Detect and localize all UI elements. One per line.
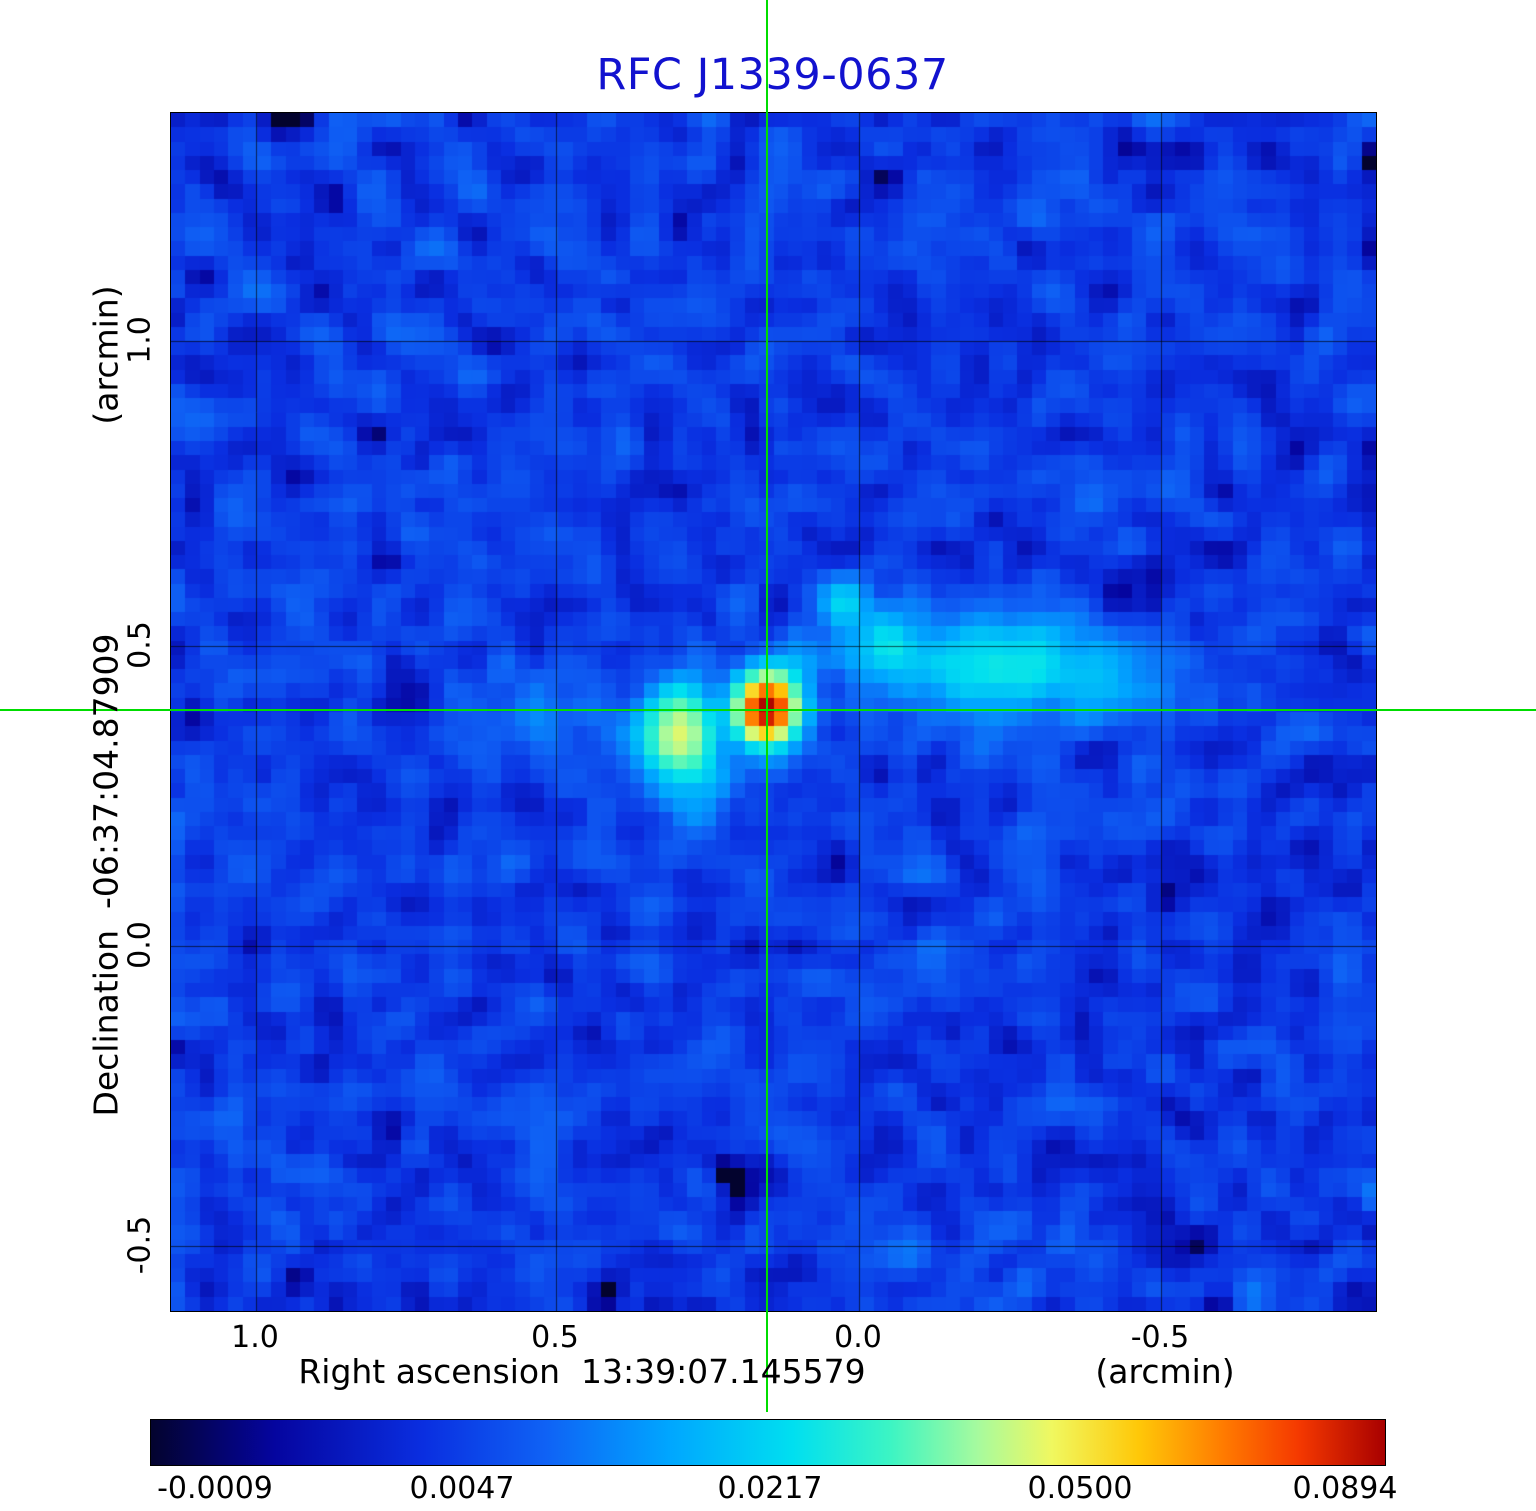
plot-title: RFC J1339-0637 [596,50,949,100]
y-tick-label: 0.5 [122,621,158,669]
sky-map-canvas [171,113,1376,1311]
x-tick-label: 0.5 [531,1320,579,1355]
x-axis-unit-label: (arcmin) [1095,1352,1235,1391]
y-tick-label: 1.0 [122,316,158,364]
y-axis-label: Declination -06:37:04.87909 [86,633,126,1117]
colorbar-tick-label: 0.0217 [717,1471,823,1506]
colorbar-tick-label: -0.0009 [157,1471,273,1506]
x-tick-label: 1.0 [231,1320,279,1355]
colorbar-tick-label: 0.0047 [409,1471,515,1506]
colorbar-gradient [150,1419,1386,1466]
y-tick-label: 0.0 [122,921,158,969]
crosshair-horizontal-line [0,709,1536,711]
sky-map-plot [170,112,1377,1312]
crosshair-vertical-line [766,0,768,1412]
y-tick-label: -0.5 [122,1215,158,1275]
colorbar-tick-label: 0.0500 [1027,1471,1133,1506]
y-axis-unit-label: (arcmin) [86,285,126,425]
x-tick-label: 0.0 [834,1320,882,1355]
x-axis-label: Right ascension 13:39:07.145579 [298,1352,866,1391]
x-tick-label: -0.5 [1130,1320,1190,1355]
colorbar-tick-label: 0.0894 [1292,1471,1398,1506]
